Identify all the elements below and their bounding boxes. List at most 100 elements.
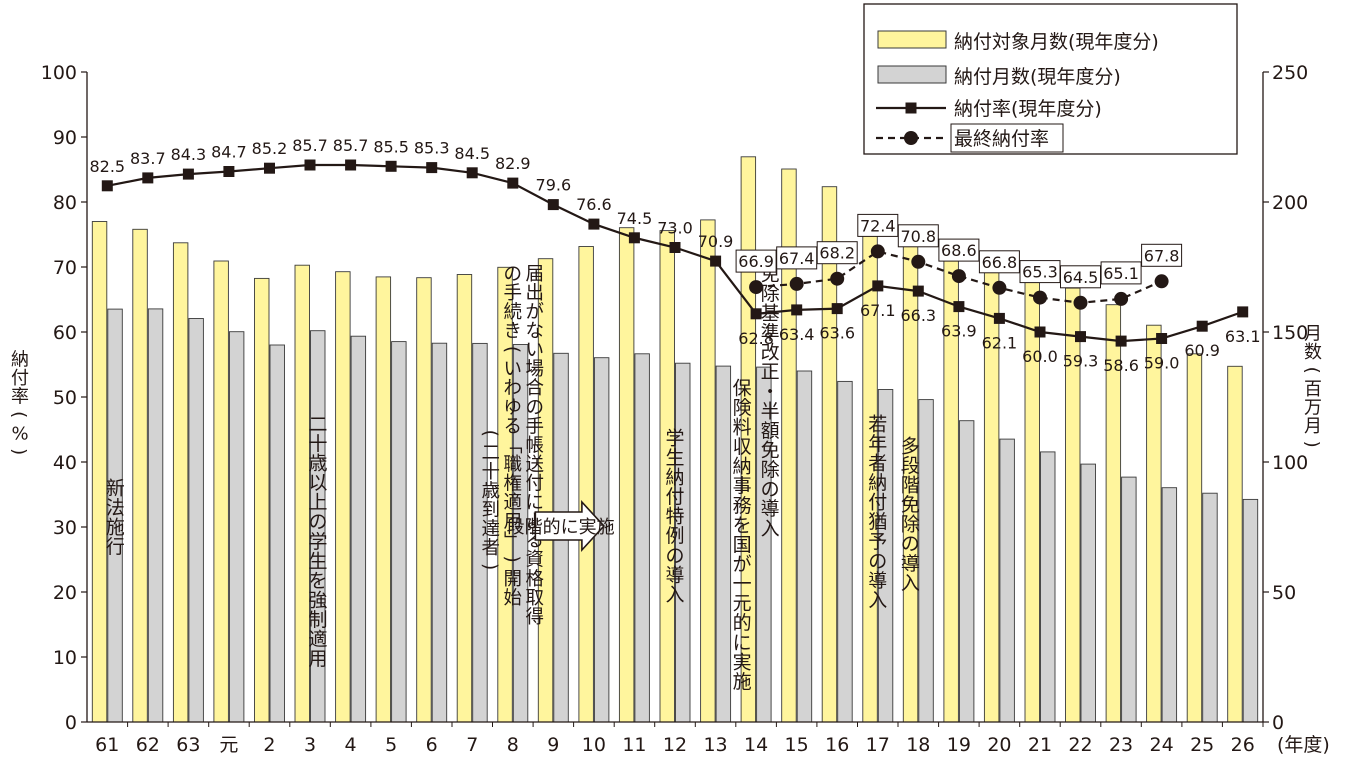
annotation-menjo-kaisei-char: が (733, 554, 752, 576)
bar-target-months (294, 264, 310, 723)
annotations-layer: 新法施行二十歳以上の学生を強制適用届出がない場合の手帳送付による資格取得の手続き… (106, 263, 920, 693)
tick-label-x: 26 (1231, 734, 1255, 756)
annotation-shokken-tekiyo-char: ( (501, 346, 522, 353)
annotation-jakunensha-char: 入 (868, 590, 887, 612)
annotation-tadankai-char: 階 (901, 475, 920, 497)
annotation-gakusei-kyosei-char: 強 (309, 590, 328, 612)
tick-label-x: 24 (1150, 734, 1174, 756)
tick-label-left: 10 (53, 647, 77, 669)
value-label-current-rate: 67.1 (860, 301, 896, 320)
bar-target-months (172, 242, 189, 723)
marker-current-rate (264, 162, 275, 174)
tick-label-left: 50 (53, 387, 77, 409)
annotation-gakusei-tokurei-char: 導 (665, 564, 684, 586)
annotation-shokken-tekiyo-char: 十 (482, 462, 501, 483)
bar-paid-months (1080, 463, 1096, 723)
legend-label-box (950, 123, 1064, 153)
annotation-menjo-kaisei-char: 入 (761, 518, 780, 540)
marker-current-rate (385, 160, 397, 172)
annotation-shokken-tekiyo-char: 付 (526, 474, 545, 495)
marker-current-rate (182, 168, 194, 180)
marker-current-rate (1237, 306, 1249, 318)
bar-target-months (254, 277, 270, 723)
marker-current-rate (791, 304, 803, 316)
tick-label-x: 11 (622, 734, 646, 756)
value-label-current-rate: 60.9 (1184, 341, 1220, 360)
annotation-menjo-kaisei-char: 改 (761, 342, 780, 364)
marker-final-rate (749, 280, 764, 295)
bar-target-months (132, 228, 148, 723)
bar-target-months (1186, 353, 1203, 723)
annotation-gakusei-kyosei-char: 学 (309, 531, 328, 553)
marker-final-rate (870, 244, 885, 259)
bar-paid-months (228, 331, 245, 723)
annotation-tadankai-char: 除 (901, 514, 920, 536)
value-label-current-rate: 84.3 (171, 145, 207, 164)
bar-paid-months (350, 335, 367, 723)
annotation-shinpo-char: 法 (106, 497, 125, 519)
value-label-current-rate: 63.1 (1225, 327, 1261, 346)
value-label-final-rate: 66.8 (982, 253, 1018, 272)
annotation-menjo-kaisei-char: の (761, 479, 780, 501)
tick-label-x: 15 (785, 734, 809, 756)
tick-label-x: 21 (1028, 734, 1052, 756)
marker-current-rate (142, 172, 154, 184)
bar-target-months (416, 277, 432, 723)
tick-label-x: 62 (136, 734, 160, 756)
value-label-current-rate: 84.5 (454, 144, 490, 163)
annotation-shokken-tekiyo-char: ( (479, 430, 500, 437)
marker-current-rate (588, 218, 600, 230)
tick-label-x: 17 (866, 734, 890, 756)
annotation-shokken-tekiyo-char: 出 (526, 283, 545, 304)
legend: 納付対象月数(現年度分) 納付月数(現年度分) 納付率(現年度分) 最終納付率 (863, 3, 1238, 155)
y-axis-title-right-char: 月 (1304, 324, 1322, 345)
annotation-gakusei-kyosei-char: 二 (309, 413, 328, 435)
marker-current-rate (1196, 320, 1208, 332)
value-label-box (816, 241, 858, 265)
annotation-shokken-tekiyo-char: に (526, 493, 545, 514)
bar-target-months (1227, 365, 1243, 723)
tick-label-left: 80 (53, 192, 77, 214)
annotation-shokken-tekiyo-char: の (526, 397, 545, 418)
y-axis-title-left: 納付率 (%) (9, 350, 30, 456)
tick-label-right: 50 (1272, 582, 1296, 604)
marker-current-rate (872, 280, 884, 292)
value-label-final-rate: 66.9 (738, 252, 774, 271)
y-axis-title-right-char: ) (1302, 441, 1323, 448)
tick-label-left: 90 (53, 127, 77, 149)
marker-current-rate (101, 180, 113, 192)
annotation-gakusei-kyosei-char: 制 (309, 609, 328, 631)
marker-current-rate (426, 162, 438, 174)
value-label-box (897, 224, 939, 248)
bar-paid-months (918, 399, 934, 723)
tick-label-x: 3 (304, 734, 316, 756)
tick-label-x: 6 (426, 734, 438, 756)
marker-current-rate (750, 308, 762, 320)
tick-label-right: 0 (1272, 712, 1284, 734)
marker-final-rate (830, 271, 845, 286)
arrow-label: 段階的に実施 (507, 517, 615, 538)
value-label-final-rate: 72.4 (860, 216, 896, 235)
value-label-final-rate: 65.1 (1103, 264, 1139, 283)
line-final-rate (756, 250, 1163, 304)
annotation-shokken-tekiyo-char: い (504, 359, 523, 380)
value-label-current-rate: 59.3 (1063, 352, 1099, 371)
y-axis-title-right-char: 万 (1304, 398, 1322, 419)
annotation-menjo-kaisei-char: に (733, 632, 752, 654)
tick-label-x: 20 (987, 734, 1011, 756)
bar-paid-months (391, 341, 407, 723)
annotation-jakunensha-char: 猶 (868, 511, 887, 533)
annotation-shokken-tekiyo: 届出がない場合の手帳送付による資格取得 (526, 264, 545, 628)
annotation-menjo-kaisei-char: 保 (733, 377, 752, 399)
annotation-tadankai-char: 免 (901, 494, 920, 516)
tick-label-x: 4 (345, 734, 357, 756)
tick-label-left: 0 (65, 712, 77, 734)
value-label-current-rate: 63.9 (941, 322, 977, 341)
bar-paid-months (634, 353, 650, 723)
annotation-shokken-tekiyo-char: 適 (504, 493, 523, 514)
annotation-shokken-tekiyo-char: 手 (526, 416, 545, 437)
annotation-shokken-tekiyo-char: な (526, 321, 545, 342)
annotation-jakunensha-char: 者 (868, 453, 887, 475)
tick-label-x: 10 (582, 734, 606, 756)
